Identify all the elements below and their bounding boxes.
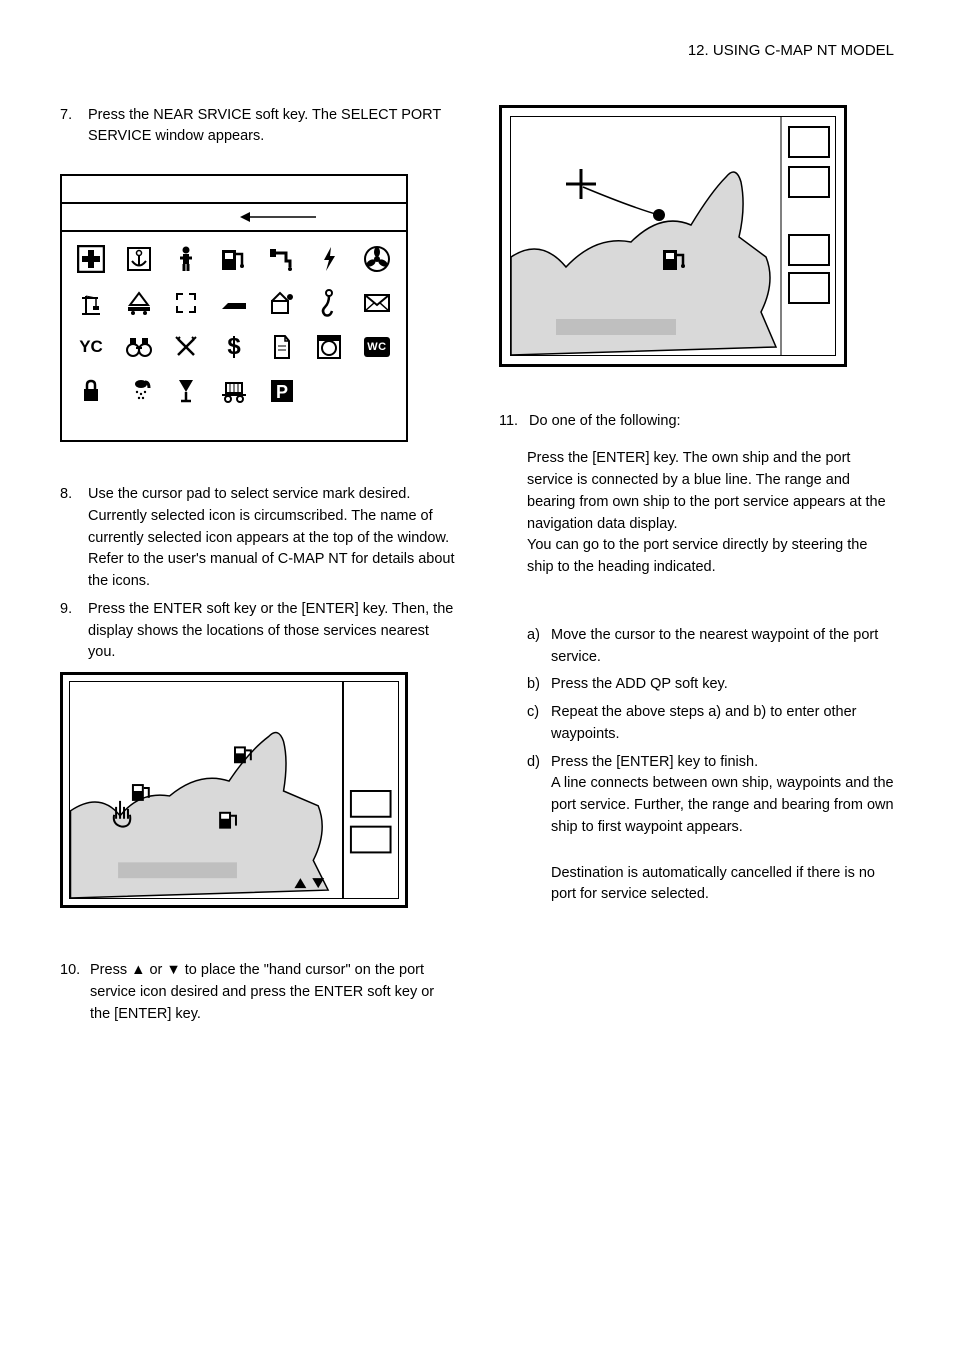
person-icon: [171, 244, 201, 274]
hospital-icon: [76, 244, 106, 274]
left-column: 7. Press the NEAR SRVICE soft key. The S…: [60, 105, 455, 1032]
wc-icon: WC: [362, 332, 392, 362]
sub-label: b): [527, 674, 551, 696]
slipway-icon: [124, 288, 154, 318]
icon-grid-body: YC $ WC: [62, 232, 406, 440]
substep-d: d) Press the [ENTER] key to finish. A li…: [527, 752, 894, 839]
step-11: 11. Do one of the following:: [499, 411, 894, 433]
anchor-icon: [124, 244, 154, 274]
mail-icon: [362, 288, 392, 318]
document-icon: [267, 332, 297, 362]
shower-icon: [124, 376, 154, 406]
step-text: Press the NEAR SRVICE soft key. The SELE…: [88, 105, 455, 149]
substep-c: c) Repeat the above steps a) and b) to e…: [527, 702, 894, 746]
step-number: 7.: [60, 105, 88, 149]
left-arrow-icon: [238, 208, 318, 226]
crane-icon: [76, 288, 106, 318]
compass-corners-icon: [171, 288, 201, 318]
restaurant-icon: [171, 332, 201, 362]
laundry-icon: [314, 332, 344, 362]
header-title: 12. USING C-MAP NT MODEL: [688, 42, 894, 59]
bar-icon: [171, 376, 201, 406]
step-number: 11.: [499, 411, 529, 433]
page-header: 12. USING C-MAP NT MODEL: [60, 40, 894, 63]
sub-label: a): [527, 625, 551, 669]
figure-title-bar: [62, 176, 406, 204]
substep-a: a) Move the cursor to the nearest waypoi…: [527, 625, 894, 669]
sub-label: c): [527, 702, 551, 746]
map-small-svg: [70, 682, 398, 898]
water-tap-icon: [267, 244, 297, 274]
lock-icon: [76, 376, 106, 406]
sub-label: d): [527, 752, 551, 839]
two-column-layout: 7. Press the NEAR SRVICE soft key. The S…: [60, 105, 894, 1032]
step-11-detail: Press the [ENTER] key. The own ship and …: [527, 448, 894, 579]
icon-row-1: [76, 244, 392, 274]
binoculars-icon: [124, 332, 154, 362]
icon-row-4: P: [76, 376, 392, 406]
chandler-icon: [267, 288, 297, 318]
step-number: 9.: [60, 599, 88, 664]
map-large-svg: [511, 117, 835, 355]
sub-text: Press the [ENTER] key to finish. A line …: [551, 752, 894, 839]
step-text: Use the cursor pad to select service mar…: [88, 484, 455, 593]
parking-icon: P: [267, 376, 297, 406]
note-text: Destination is automatically cancelled i…: [551, 863, 894, 907]
propeller-icon: [362, 244, 392, 274]
step-8: 8. Use the cursor pad to select service …: [60, 484, 455, 593]
step-text: Do one of the following:: [529, 411, 894, 433]
icon-row-3: YC $ WC: [76, 332, 392, 362]
step-text: Press the ENTER soft key or the [ENTER] …: [88, 599, 455, 664]
figure-icon-grid: YC $ WC: [60, 174, 408, 442]
bank-icon: $: [219, 332, 249, 362]
svg-text:P: P: [276, 382, 288, 402]
hook-icon: [314, 288, 344, 318]
step-number: 10.: [60, 960, 90, 1025]
figure-arrow-row: [62, 204, 406, 232]
substep-note: Destination is automatically cancelled i…: [527, 863, 894, 907]
figure-map-small: [60, 672, 408, 908]
sub-text: Move the cursor to the nearest waypoint …: [551, 625, 894, 669]
lightning-icon: [314, 244, 344, 274]
yacht-club-icon: YC: [76, 332, 106, 362]
step-10: 10. Press ▲ or ▼ to place the "hand curs…: [60, 960, 455, 1025]
sub-text: Press the ADD QP soft key.: [551, 674, 894, 696]
icon-row-2: [76, 288, 392, 318]
fuel-pump-icon: [219, 244, 249, 274]
trolley-icon: [219, 376, 249, 406]
step-7: 7. Press the NEAR SRVICE soft key. The S…: [60, 105, 455, 149]
step-text: Press ▲ or ▼ to place the "hand cursor" …: [90, 960, 455, 1025]
step-9: 9. Press the ENTER soft key or the [ENTE…: [60, 599, 455, 664]
step-number: 8.: [60, 484, 88, 593]
right-column: 11. Do one of the following: Press the […: [499, 105, 894, 1032]
figure-map-large: [499, 105, 847, 367]
sub-text: Repeat the above steps a) and b) to ente…: [551, 702, 894, 746]
boat-ramp-icon: [219, 288, 249, 318]
substep-b: b) Press the ADD QP soft key.: [527, 674, 894, 696]
